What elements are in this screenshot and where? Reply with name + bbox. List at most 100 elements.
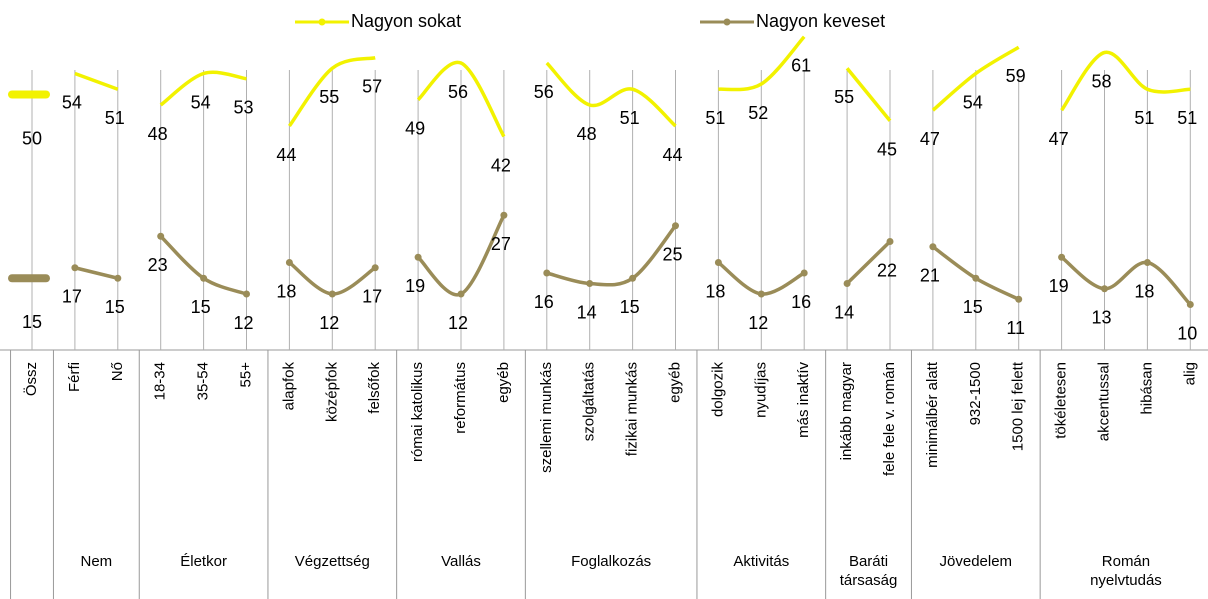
point: [1015, 295, 1023, 303]
x-tick-label: egyéb: [666, 362, 683, 403]
group-label: Végzettség: [295, 553, 370, 570]
x-tick-label: fizikai munkás: [624, 362, 641, 456]
value-label: 22: [877, 260, 897, 280]
value-label: 19: [405, 276, 425, 296]
value-label: 52: [748, 103, 768, 123]
group-label: Nem: [81, 553, 113, 570]
series-line: [546, 224, 677, 287]
x-tick-label: Nő: [109, 362, 126, 381]
value-label: 15: [22, 312, 42, 332]
x-tick-label: nyudíjas: [752, 362, 769, 418]
value-label: 11: [1006, 318, 1025, 338]
series-line: [416, 60, 506, 138]
x-tick-label: 55+: [237, 362, 254, 388]
value-label: 15: [620, 297, 640, 317]
point: [243, 290, 250, 298]
value-label: 19: [1049, 276, 1069, 296]
point: [629, 274, 637, 282]
value-label: 54: [62, 92, 82, 112]
x-tick-label: szolgáltatás: [581, 362, 598, 441]
value-label: 10: [1177, 323, 1197, 343]
value-label: 21: [920, 266, 940, 286]
value-label: 23: [148, 255, 168, 275]
x-tick-label: 932-1500: [967, 362, 984, 425]
group-label: Baráti társaság: [840, 553, 898, 589]
series-line: [545, 61, 677, 128]
value-label: 51: [620, 108, 640, 128]
value-label: 55: [834, 87, 854, 107]
value-label: 17: [362, 287, 382, 307]
value-label: 12: [233, 313, 253, 333]
value-label: 57: [362, 77, 382, 97]
point: [757, 290, 765, 298]
point: [285, 259, 293, 266]
value-label: 12: [748, 313, 768, 333]
value-label: 51: [1177, 108, 1197, 128]
x-tick-label: fele fele v. román: [881, 362, 898, 476]
point: [157, 232, 165, 240]
point: [1058, 253, 1066, 261]
value-label: 17: [62, 287, 82, 307]
point: [929, 243, 937, 251]
x-tick-label: inkább magyar: [838, 362, 855, 460]
x-tick-label: akcentussal: [1095, 362, 1112, 441]
x-tick-label: 18-34: [152, 362, 169, 400]
point: [114, 274, 122, 282]
value-label: 15: [105, 297, 125, 317]
value-label: 59: [1006, 66, 1026, 86]
series-line: [931, 45, 1020, 112]
series-line: [287, 56, 376, 128]
value-label: 48: [148, 124, 168, 144]
point: [714, 259, 722, 266]
group-label: Foglalkozás: [571, 553, 651, 570]
x-tick-label: Össz: [22, 362, 40, 396]
value-label: 12: [319, 313, 339, 333]
point: [71, 264, 79, 272]
point: [328, 290, 336, 298]
value-label: 18: [1134, 281, 1154, 301]
value-label: 14: [577, 302, 597, 322]
value-label: 51: [705, 108, 725, 128]
value-label: 55: [319, 87, 339, 107]
value-label: 13: [1091, 308, 1111, 328]
point: [457, 290, 465, 298]
group-label: Román nyelvtudás: [1090, 553, 1162, 589]
point: [886, 238, 894, 245]
point: [371, 264, 379, 272]
legend-dot: [318, 18, 326, 26]
series-line: [845, 67, 892, 122]
value-label: 54: [191, 92, 211, 112]
series-line: [1060, 255, 1192, 306]
value-label: 18: [705, 281, 725, 301]
series-line: [74, 71, 119, 91]
series-line: [718, 35, 806, 92]
value-label: 48: [577, 124, 597, 144]
point: [414, 253, 422, 261]
point: [672, 222, 679, 230]
value-label: 16: [791, 292, 811, 312]
value-label: 54: [963, 92, 983, 112]
series-line: [74, 266, 119, 280]
x-tick-label: minimálbér alatt: [924, 361, 941, 468]
value-label: 14: [834, 302, 854, 322]
point: [586, 280, 594, 287]
value-label: 53: [233, 98, 253, 118]
x-tick-label: hibásan: [1138, 362, 1155, 415]
value-label: 15: [191, 297, 211, 317]
point: [843, 280, 851, 287]
x-tick-label: más inaktív: [795, 362, 812, 438]
value-label: 44: [662, 145, 682, 165]
point: [500, 211, 508, 219]
value-label: 61: [791, 56, 811, 76]
x-tick-label: tökéletesen: [1053, 362, 1070, 439]
value-label: 56: [534, 82, 554, 102]
value-label: 51: [1134, 108, 1154, 128]
value-label: 42: [491, 155, 511, 175]
legend-label: Nagyon keveset: [756, 11, 885, 31]
value-label: 15: [963, 297, 983, 317]
x-tick-label: római katolikus: [409, 362, 426, 462]
x-tick-label: középfok: [323, 362, 340, 423]
value-label: 12: [448, 313, 468, 333]
x-tick-label: alig: [1181, 362, 1198, 385]
